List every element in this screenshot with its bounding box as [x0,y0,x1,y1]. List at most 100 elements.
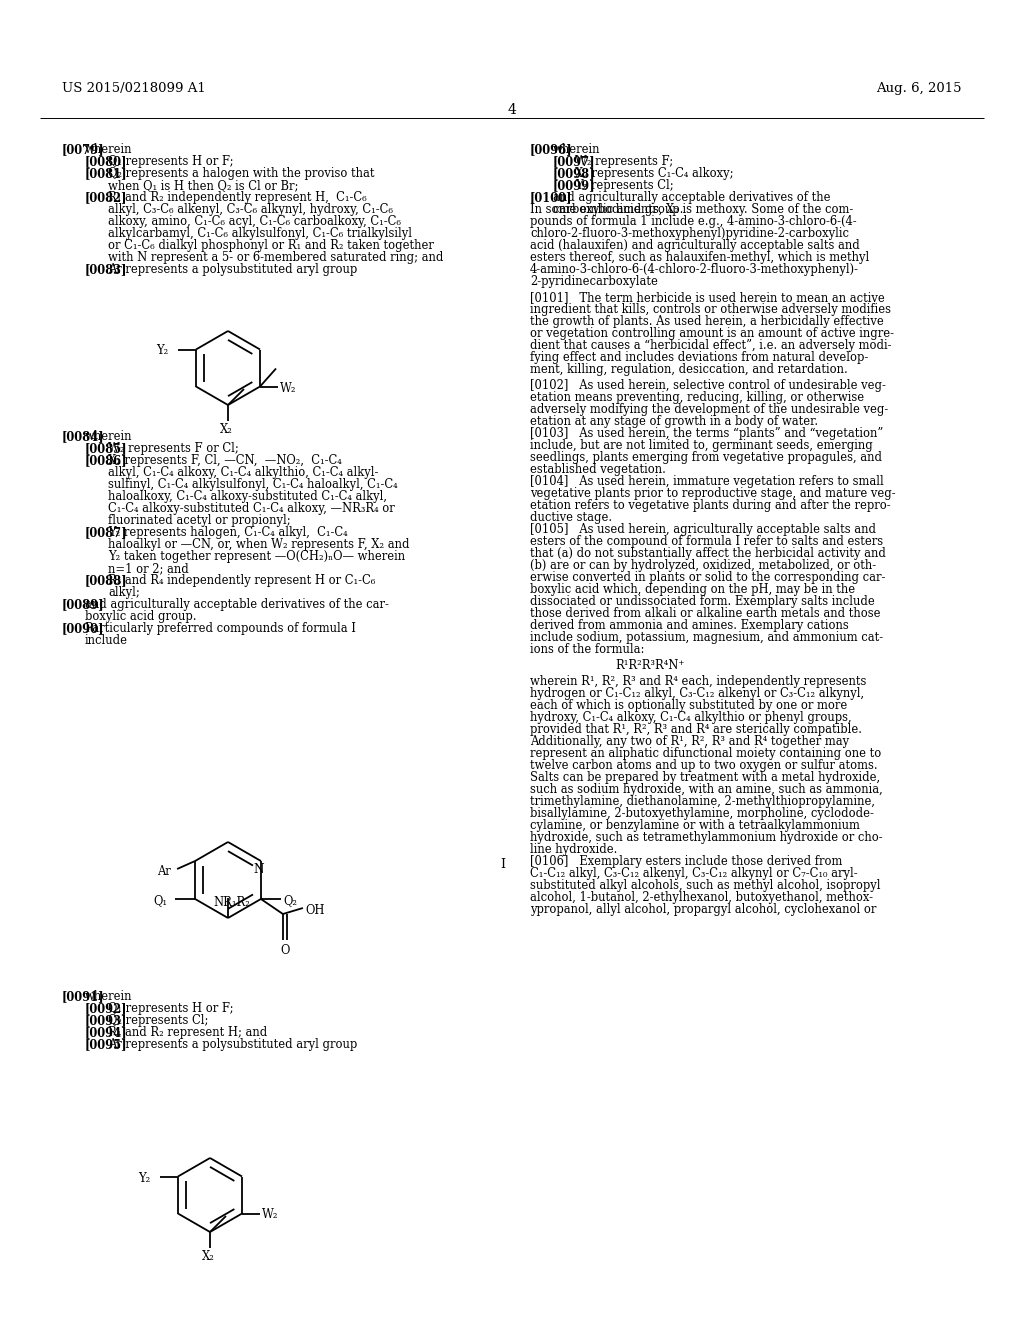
Text: 4-amino-3-chloro-6-(4-chloro-2-fluoro-3-methoxyphenyl)-: 4-amino-3-chloro-6-(4-chloro-2-fluoro-3-… [530,263,859,276]
Text: In some embodiments, X₂ is methoxy. Some of the com-: In some embodiments, X₂ is methoxy. Some… [530,203,853,216]
Text: C₁-C₁₂ alkyl, C₃-C₁₂ alkenyl, C₃-C₁₂ alkynyl or C₇-C₁₀ aryl-: C₁-C₁₂ alkyl, C₃-C₁₂ alkenyl, C₃-C₁₂ alk… [530,867,858,880]
Text: wherein: wherein [553,143,600,156]
Text: Y₂ taken together represent —O(CH₂)ₙO— wherein: Y₂ taken together represent —O(CH₂)ₙO— w… [108,550,406,564]
Text: R₃ and R₄ independently represent H or C₁-C₆: R₃ and R₄ independently represent H or C… [108,574,376,587]
Text: represent an aliphatic difunctional moiety containing one to: represent an aliphatic difunctional moie… [530,747,882,760]
Text: [0093]: [0093] [85,1014,128,1027]
Text: [0096]: [0096] [530,143,572,156]
Text: alkoxy, amino, C₁-C₆ acyl, C₁-C₆ carboalkoxy, C₁-C₆: alkoxy, amino, C₁-C₆ acyl, C₁-C₆ carboal… [108,215,401,228]
Text: ions of the formula:: ions of the formula: [530,643,644,656]
Text: and agriculturally acceptable derivatives of the car-: and agriculturally acceptable derivative… [85,598,389,611]
Text: 4: 4 [508,103,516,117]
Text: cylamine, or benzylamine or with a tetraalkylammonium: cylamine, or benzylamine or with a tetra… [530,818,860,832]
Text: [0095]: [0095] [85,1038,128,1051]
Text: dissociated or undissociated form. Exemplary salts include: dissociated or undissociated form. Exemp… [530,595,874,609]
Text: line hydroxide.: line hydroxide. [530,843,617,855]
Text: and agriculturally acceptable derivatives of the: and agriculturally acceptable derivative… [553,191,830,205]
Text: [0104]   As used herein, immature vegetation refers to small: [0104] As used herein, immature vegetati… [530,475,884,488]
Text: Ar represents a polysubstituted aryl group: Ar represents a polysubstituted aryl gro… [108,263,357,276]
Text: [0099]: [0099] [553,180,596,191]
Text: ingredient that kills, controls or otherwise adversely modifies: ingredient that kills, controls or other… [530,304,891,315]
Text: Ar represents a polysubstituted aryl group: Ar represents a polysubstituted aryl gro… [108,1038,357,1051]
Text: hydroxy, C₁-C₄ alkoxy, C₁-C₄ alkylthio or phenyl groups,: hydroxy, C₁-C₄ alkoxy, C₁-C₄ alkylthio o… [530,711,852,723]
Text: established vegetation.: established vegetation. [530,463,666,477]
Text: provided that R¹, R², R³ and R⁴ are sterically compatible.: provided that R¹, R², R³ and R⁴ are ster… [530,723,862,737]
Text: X₂ represents F, Cl, —CN,  —NO₂,  C₁-C₄: X₂ represents F, Cl, —CN, —NO₂, C₁-C₄ [108,454,342,467]
Text: etation means preventing, reducing, killing, or otherwise: etation means preventing, reducing, kill… [530,391,864,404]
Text: NR₁R₂: NR₁R₂ [213,896,250,909]
Text: R₁ and R₂ independently represent H,  C₁-C₆: R₁ and R₂ independently represent H, C₁-… [108,191,367,205]
Text: [0103]   As used herein, the terms “plants” and “vegetation”: [0103] As used herein, the terms “plants… [530,426,884,440]
Text: Aug. 6, 2015: Aug. 6, 2015 [877,82,962,95]
Text: vegetative plants prior to reproductive stage, and mature veg-: vegetative plants prior to reproductive … [530,487,896,500]
Text: ment, killing, regulation, desiccation, and retardation.: ment, killing, regulation, desiccation, … [530,363,848,376]
Text: wherein: wherein [85,143,132,156]
Text: [0084]: [0084] [62,430,104,444]
Text: Additionally, any two of R¹, R², R³ and R⁴ together may: Additionally, any two of R¹, R², R³ and … [530,735,849,748]
Text: (b) are or can by hydrolyzed, oxidized, metabolized, or oth-: (b) are or can by hydrolyzed, oxidized, … [530,558,877,572]
Text: Ar: Ar [157,865,171,878]
Text: Q₂ represents a halogen with the proviso that: Q₂ represents a halogen with the proviso… [108,168,375,180]
Text: [0102]   As used herein, selective control of undesirable veg-: [0102] As used herein, selective control… [530,379,886,392]
Text: that (a) do not substantially affect the herbicidal activity and: that (a) do not substantially affect the… [530,546,886,560]
Text: [0085]: [0085] [85,442,128,455]
Text: X₂: X₂ [220,422,232,436]
Text: Q₁ represents H or F;: Q₁ represents H or F; [108,1002,233,1015]
Text: Q₁ represents H or F;: Q₁ represents H or F; [108,154,233,168]
Text: W₂ represents F;: W₂ represents F; [575,154,673,168]
Text: Y₂: Y₂ [138,1172,151,1184]
Text: [0101]   The term herbicide is used herein to mean an active: [0101] The term herbicide is used herein… [530,290,885,304]
Text: substituted alkyl alcohols, such as methyl alcohol, isopropyl: substituted alkyl alcohols, such as meth… [530,879,881,892]
Text: [0088]: [0088] [85,574,128,587]
Text: [0090]: [0090] [62,622,104,635]
Text: [0097]: [0097] [553,154,596,168]
Text: [0079]: [0079] [62,143,104,156]
Text: esters thereof, such as halauxifen-methyl, which is methyl: esters thereof, such as halauxifen-methy… [530,251,869,264]
Text: the growth of plants. As used herein, a herbicidally effective: the growth of plants. As used herein, a … [530,315,884,327]
Text: when Q₁ is H then Q₂ is Cl or Br;: when Q₁ is H then Q₂ is Cl or Br; [108,180,298,191]
Text: [0091]: [0091] [62,990,104,1003]
Text: [0087]: [0087] [85,525,128,539]
Text: derived from ammonia and amines. Exemplary cations: derived from ammonia and amines. Exempla… [530,619,849,632]
Text: [0086]: [0086] [85,454,128,467]
Text: R₁ and R₂ represent H; and: R₁ and R₂ represent H; and [108,1026,267,1039]
Text: Y₂ represents halogen, C₁-C₄ alkyl,  C₁-C₄: Y₂ represents halogen, C₁-C₄ alkyl, C₁-C… [108,525,347,539]
Text: [0105]   As used herein, agriculturally acceptable salts and: [0105] As used herein, agriculturally ac… [530,523,876,536]
Text: esters of the compound of formula I refer to salts and esters: esters of the compound of formula I refe… [530,535,883,548]
Text: include, but are not limited to, germinant seeds, emerging: include, but are not limited to, germina… [530,440,872,451]
Text: Q₁: Q₁ [154,894,167,907]
Text: boxylic acid group.: boxylic acid group. [85,610,197,623]
Text: [0083]: [0083] [85,263,128,276]
Text: alkyl, C₃-C₆ alkenyl, C₃-C₆ alkynyl, hydroxy, C₁-C₆: alkyl, C₃-C₆ alkenyl, C₃-C₆ alkynyl, hyd… [108,203,393,216]
Text: alkyl, C₁-C₄ alkoxy, C₁-C₄ alkylthio, C₁-C₄ alkyl-: alkyl, C₁-C₄ alkoxy, C₁-C₄ alkylthio, C₁… [108,466,379,479]
Text: fying effect and includes deviations from natural develop-: fying effect and includes deviations fro… [530,351,868,364]
Text: N: N [254,863,264,876]
Text: wherein: wherein [85,990,132,1003]
Text: dient that causes a “herbicidal effect”, i.e. an adversely modi-: dient that causes a “herbicidal effect”,… [530,339,892,352]
Text: [0081]: [0081] [85,168,128,180]
Text: X₂: X₂ [202,1250,215,1263]
Text: [0092]: [0092] [85,1002,128,1015]
Text: n=1 or 2; and: n=1 or 2; and [108,562,188,576]
Text: or vegetation controlling amount is an amount of active ingre-: or vegetation controlling amount is an a… [530,327,894,341]
Text: [0094]: [0094] [85,1026,128,1039]
Text: C₁-C₄ alkoxy-substituted C₁-C₄ alkoxy, —NR₃R₄ or: C₁-C₄ alkoxy-substituted C₁-C₄ alkoxy, —… [108,502,394,515]
Text: each of which is optionally substituted by one or more: each of which is optionally substituted … [530,700,847,711]
Text: haloalkyl or —CN, or, when W₂ represents F, X₂ and: haloalkyl or —CN, or, when W₂ represents… [108,539,410,550]
Text: etation refers to vegetative plants during and after the repro-: etation refers to vegetative plants duri… [530,499,891,512]
Text: [0089]: [0089] [62,598,104,611]
Text: or C₁-C₆ dialkyl phosphonyl or R₁ and R₂ taken together: or C₁-C₆ dialkyl phosphonyl or R₁ and R₂… [108,239,434,252]
Text: Q₂: Q₂ [283,894,297,907]
Text: alcohol, 1-butanol, 2-ethylhexanol, butoxyethanol, methox-: alcohol, 1-butanol, 2-ethylhexanol, buto… [530,891,873,904]
Text: US 2015/0218099 A1: US 2015/0218099 A1 [62,82,206,95]
Text: [0080]: [0080] [85,154,128,168]
Text: chloro-2-fluoro-3-methoxyphenyl)pyridine-2-carboxylic: chloro-2-fluoro-3-methoxyphenyl)pyridine… [530,227,849,240]
Text: hydroxide, such as tetramethylammonium hydroxide or cho-: hydroxide, such as tetramethylammonium h… [530,832,883,843]
Text: pounds of formula 1 include e.g., 4-amino-3-chloro-6-(4-: pounds of formula 1 include e.g., 4-amin… [530,215,857,228]
Text: carboxylic acid group.: carboxylic acid group. [553,203,683,216]
Text: [0106]   Exemplary esters include those derived from: [0106] Exemplary esters include those de… [530,855,843,869]
Text: adversely modifying the development of the undesirable veg-: adversely modifying the development of t… [530,403,888,416]
Text: Y₂ represents Cl;: Y₂ represents Cl; [575,180,674,191]
Text: alkyl;: alkyl; [108,586,139,599]
Text: 2-pyridinecarboxylate: 2-pyridinecarboxylate [530,275,657,288]
